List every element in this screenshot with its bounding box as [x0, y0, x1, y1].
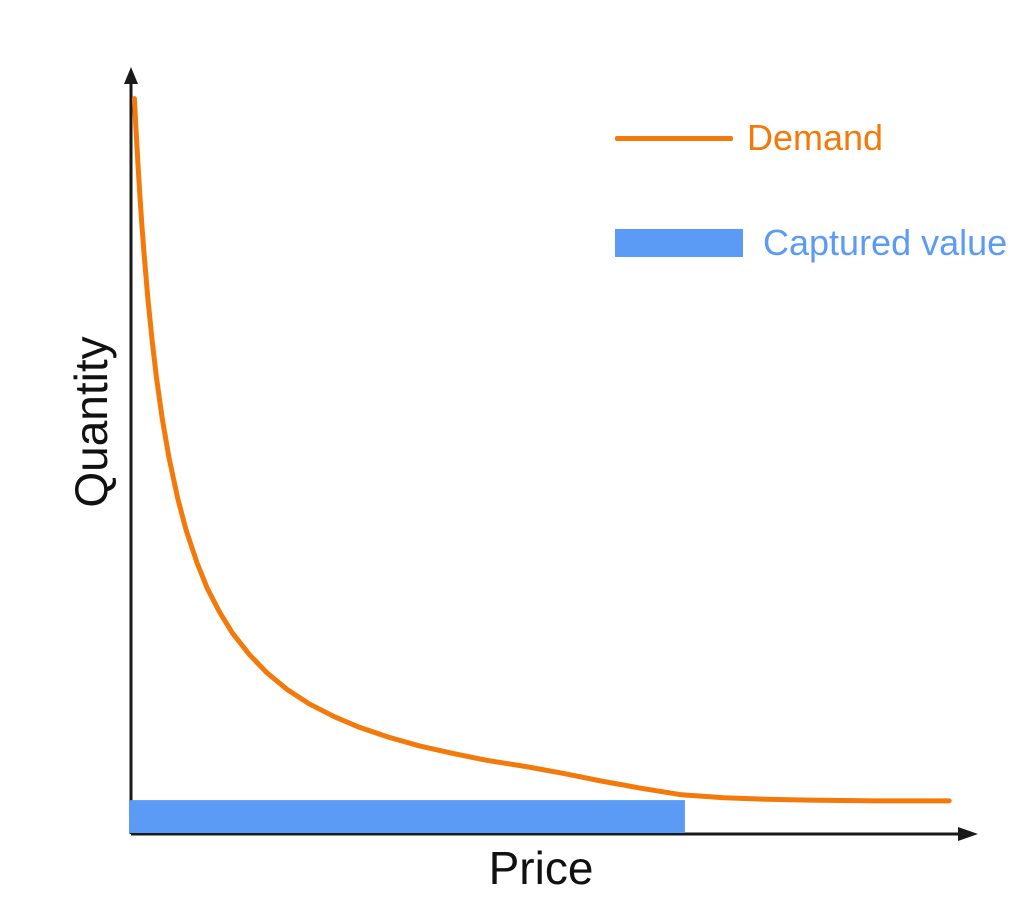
y-axis-label: Quantity — [65, 336, 117, 508]
legend-label-demand: Demand — [747, 117, 884, 159]
captured-value-bar — [129, 800, 685, 833]
x-axis-label: Price — [488, 842, 594, 894]
legend-item-captured-value: Captured value — [615, 221, 1007, 265]
legend-item-demand: Demand — [615, 116, 883, 160]
captured-value-rect-swatch-icon — [615, 229, 743, 257]
legend-label-captured-value: Captured value — [763, 222, 1008, 264]
demand-line-swatch-icon — [615, 135, 733, 141]
demand-curve — [131, 96, 952, 804]
y-axis-arrow-icon — [124, 67, 138, 84]
x-axis-arrow-icon — [958, 827, 978, 841]
